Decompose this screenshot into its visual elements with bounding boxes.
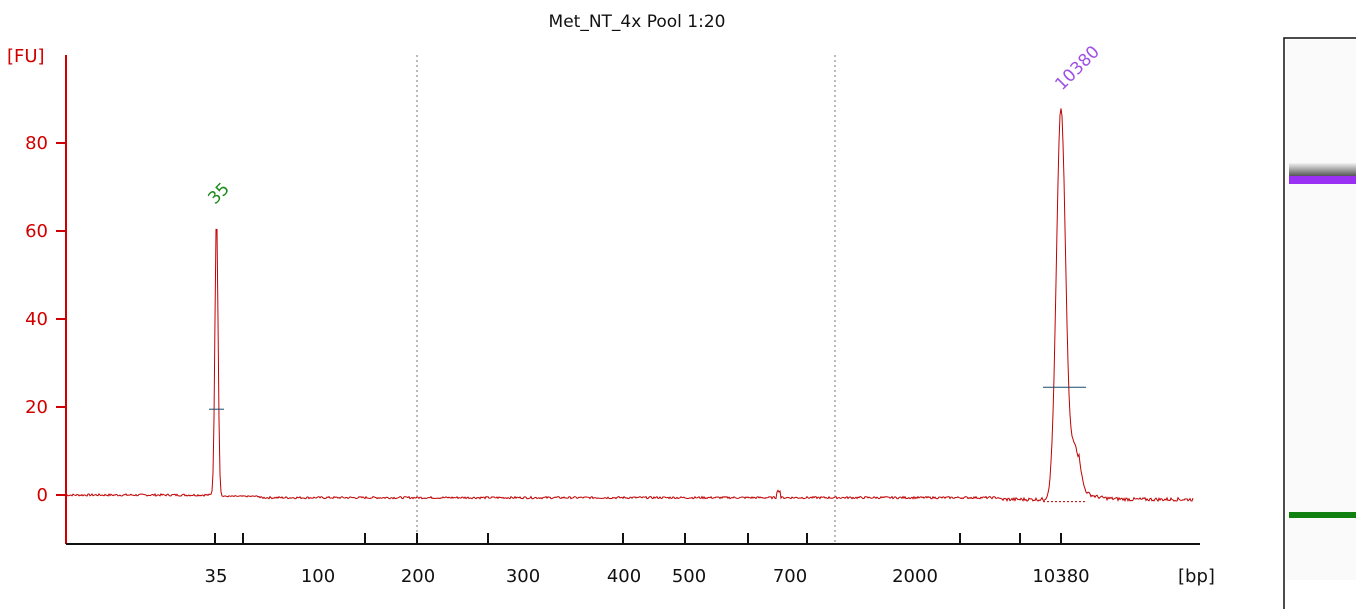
gel-band-10380 (1289, 176, 1356, 184)
x-tick-label: 700 (773, 566, 807, 587)
y-axis-unit: [FU] (7, 46, 45, 67)
gel-lane-inner (1286, 40, 1356, 580)
peak-label-35: 35 (204, 179, 233, 208)
x-tick-label: 400 (607, 566, 641, 587)
y-tick-label: 20 (25, 397, 48, 418)
x-tick-label: 300 (506, 566, 540, 587)
x-tick-label: 200 (401, 566, 435, 587)
x-tick-label: 35 (205, 566, 228, 587)
x-tick-label: 2000 (892, 566, 938, 587)
x-tick-label: 500 (672, 566, 706, 587)
y-ticks: 0 20 40 60 80 (25, 133, 66, 506)
y-tick-label: 80 (25, 133, 48, 154)
peak-markers: 35 10380 (204, 42, 1104, 503)
gel-band-35 (1289, 512, 1356, 518)
y-tick-label: 0 (37, 485, 48, 506)
x-tick-label: 10380 (1032, 566, 1089, 587)
x-tick-label: 100 (301, 566, 335, 587)
y-tick-label: 40 (25, 309, 48, 330)
x-axis-unit: [bp] (1178, 566, 1215, 587)
electropherogram-trace (65, 108, 1194, 503)
gel-bands (1289, 162, 1356, 518)
chart-title: Met_NT_4x Pool 1:20 (549, 12, 726, 32)
gel-upper-smear (1289, 162, 1356, 176)
y-tick-label: 60 (25, 221, 48, 242)
x-ticks: 35 100 200 300 400 500 700 2000 10380 (205, 533, 1090, 587)
gel-lane (1283, 37, 1356, 609)
peak-label-10380: 10380 (1051, 42, 1103, 94)
